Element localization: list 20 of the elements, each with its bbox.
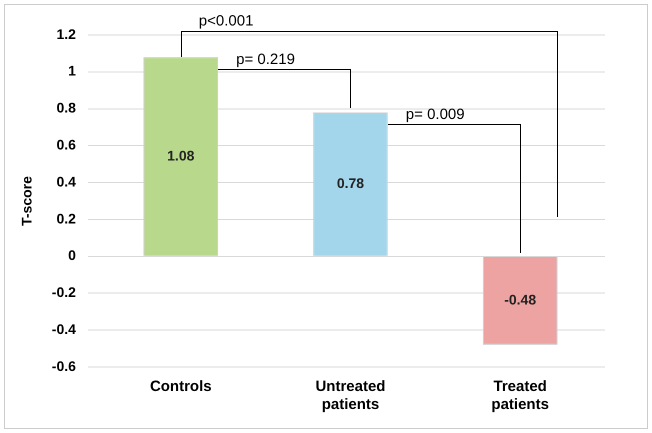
x-tick-label: Treated patients	[491, 378, 549, 414]
annotation: p= 0.219	[236, 50, 295, 68]
text: p<0.001	[198, 12, 254, 30]
y-tick-label: 1	[68, 62, 76, 79]
y-tick-label: 0.2	[56, 210, 76, 226]
y-tick-label: -0.6	[52, 358, 76, 374]
data-label: -0.48	[504, 292, 536, 308]
x-tick-label: Untreated patients	[315, 378, 386, 414]
y-axis-title: T-score	[18, 176, 34, 226]
data-label: 1.08	[167, 147, 195, 164]
y-tick-label: 1.2	[56, 26, 76, 42]
y-tick-label: 0.6	[56, 136, 76, 153]
annotation: p= 0.009	[406, 106, 465, 124]
y-tick-label: -0.2	[52, 284, 76, 300]
y-tick-label: -0.4	[52, 320, 76, 337]
x-tick-label: Controls	[150, 378, 212, 396]
data-label: 0.78	[336, 175, 364, 192]
y-tick-label: 0.8	[56, 100, 76, 116]
y-tick-label: 0	[68, 247, 76, 264]
y-tick-label: 0.4	[56, 173, 76, 190]
